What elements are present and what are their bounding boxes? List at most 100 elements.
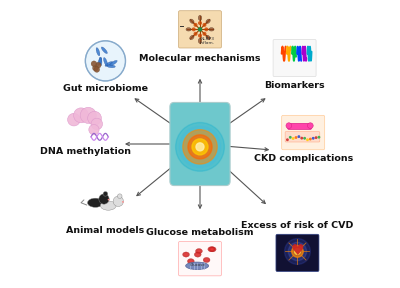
Ellipse shape xyxy=(184,253,188,256)
Ellipse shape xyxy=(187,259,194,264)
Circle shape xyxy=(118,194,122,198)
Circle shape xyxy=(294,136,298,139)
Circle shape xyxy=(198,21,202,25)
Circle shape xyxy=(202,23,206,27)
Ellipse shape xyxy=(196,253,200,256)
Circle shape xyxy=(298,135,300,138)
Circle shape xyxy=(312,137,315,140)
Circle shape xyxy=(284,238,310,264)
Circle shape xyxy=(196,143,204,151)
Circle shape xyxy=(113,196,124,206)
Ellipse shape xyxy=(186,28,191,31)
Ellipse shape xyxy=(209,247,216,252)
Circle shape xyxy=(308,123,313,128)
Circle shape xyxy=(303,137,306,140)
Circle shape xyxy=(202,32,206,36)
Circle shape xyxy=(91,118,102,130)
Circle shape xyxy=(91,61,97,67)
FancyBboxPatch shape xyxy=(288,123,312,129)
Ellipse shape xyxy=(194,252,201,257)
Ellipse shape xyxy=(206,19,210,23)
Circle shape xyxy=(289,136,292,139)
Text: Gut microbiome: Gut microbiome xyxy=(63,84,148,93)
Circle shape xyxy=(309,138,312,141)
Ellipse shape xyxy=(107,65,115,68)
Ellipse shape xyxy=(96,48,100,56)
Circle shape xyxy=(318,136,320,139)
Ellipse shape xyxy=(88,198,103,207)
FancyBboxPatch shape xyxy=(178,11,222,48)
Circle shape xyxy=(108,199,110,200)
Text: CKD complications: CKD complications xyxy=(254,154,353,163)
Circle shape xyxy=(198,34,202,38)
Text: Glucose metabolism: Glucose metabolism xyxy=(146,228,254,237)
Ellipse shape xyxy=(197,250,201,252)
Ellipse shape xyxy=(203,257,210,263)
Text: ♥: ♥ xyxy=(291,242,304,257)
Circle shape xyxy=(306,138,309,141)
Ellipse shape xyxy=(100,201,116,210)
Text: Excess of risk of CVD: Excess of risk of CVD xyxy=(241,221,354,230)
Circle shape xyxy=(188,135,212,159)
FancyBboxPatch shape xyxy=(285,132,320,142)
Circle shape xyxy=(288,242,307,261)
Circle shape xyxy=(103,192,108,196)
Text: Biomarkers: Biomarkers xyxy=(264,81,325,90)
Circle shape xyxy=(300,137,303,140)
Text: DNA methylation: DNA methylation xyxy=(40,147,131,156)
Ellipse shape xyxy=(208,247,215,252)
Ellipse shape xyxy=(105,62,113,66)
FancyBboxPatch shape xyxy=(282,115,325,150)
Ellipse shape xyxy=(196,249,202,254)
Circle shape xyxy=(80,107,96,123)
Ellipse shape xyxy=(182,252,190,257)
Circle shape xyxy=(176,122,224,171)
Circle shape xyxy=(315,136,318,139)
Circle shape xyxy=(194,32,198,36)
Circle shape xyxy=(74,108,88,123)
Text: Animal models: Animal models xyxy=(66,226,144,235)
Circle shape xyxy=(183,130,217,164)
Circle shape xyxy=(85,41,126,81)
Text: Molecular mechanisms: Molecular mechanisms xyxy=(139,54,261,63)
Ellipse shape xyxy=(98,58,102,66)
Circle shape xyxy=(89,124,99,135)
Ellipse shape xyxy=(104,58,108,66)
Circle shape xyxy=(204,27,208,31)
Ellipse shape xyxy=(101,47,107,54)
Ellipse shape xyxy=(209,28,214,31)
Ellipse shape xyxy=(211,248,214,251)
Circle shape xyxy=(192,139,208,155)
Ellipse shape xyxy=(210,248,213,250)
Ellipse shape xyxy=(198,15,202,20)
Circle shape xyxy=(95,62,101,68)
FancyBboxPatch shape xyxy=(276,234,319,272)
Circle shape xyxy=(99,194,109,204)
FancyBboxPatch shape xyxy=(170,103,230,185)
Ellipse shape xyxy=(198,38,202,43)
Ellipse shape xyxy=(186,262,208,270)
Circle shape xyxy=(192,27,196,31)
Text: Glucose: Glucose xyxy=(190,263,206,267)
Ellipse shape xyxy=(189,260,192,262)
Circle shape xyxy=(286,138,289,141)
Ellipse shape xyxy=(99,57,102,66)
Circle shape xyxy=(88,111,102,125)
Circle shape xyxy=(94,67,100,72)
Ellipse shape xyxy=(205,259,208,261)
Circle shape xyxy=(294,249,300,254)
Ellipse shape xyxy=(110,60,117,66)
Circle shape xyxy=(198,27,202,32)
Circle shape xyxy=(179,126,221,168)
Circle shape xyxy=(92,65,98,71)
FancyBboxPatch shape xyxy=(273,39,316,77)
Circle shape xyxy=(292,246,303,257)
FancyBboxPatch shape xyxy=(178,241,222,276)
Circle shape xyxy=(286,123,292,128)
Ellipse shape xyxy=(190,19,194,23)
Circle shape xyxy=(122,201,124,203)
Ellipse shape xyxy=(206,35,210,40)
Circle shape xyxy=(194,23,198,27)
Circle shape xyxy=(292,137,294,140)
Text: NLRP3
inflam.: NLRP3 inflam. xyxy=(200,37,215,45)
